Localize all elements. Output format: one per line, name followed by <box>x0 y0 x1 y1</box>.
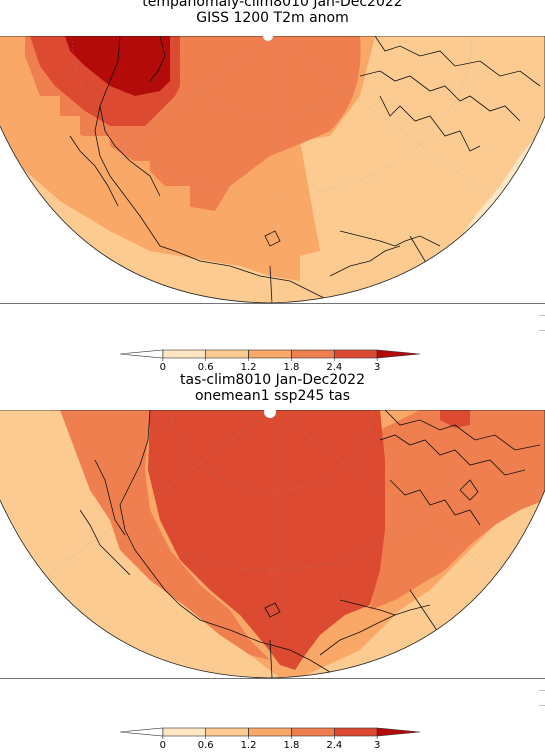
map1-panel <box>0 36 545 304</box>
map2-region-mid-east <box>370 410 545 610</box>
map2-region-mid-west <box>60 410 270 660</box>
colorbar-segment <box>162 727 207 737</box>
colorbar-segment <box>248 349 292 359</box>
colorbar-segment <box>119 349 164 359</box>
colorbar-segment <box>376 349 421 359</box>
map1-region-darkred <box>65 36 170 96</box>
colorbar-tick-label: 0 <box>160 362 166 373</box>
map2-outline <box>0 410 545 679</box>
colorbar-2: 0 0.6 1.2 1.8 2.4 3 <box>110 724 430 754</box>
colorbar-tick-label: 3 <box>374 362 380 373</box>
colorbar-segment <box>333 349 378 359</box>
frame-tick <box>539 315 545 316</box>
colorbar-segment <box>291 349 335 359</box>
map2-panel <box>0 410 545 680</box>
colorbar-tick-label: 1.8 <box>283 740 299 751</box>
colorbar-tick-label: 0.6 <box>198 362 214 373</box>
colorbar-segment <box>119 727 164 737</box>
map2-coastlines <box>79 410 541 678</box>
colorbar-tick-label: 3 <box>374 740 380 751</box>
colorbar-tick-label: 0 <box>160 740 166 751</box>
map2-svg <box>0 410 545 679</box>
frame-tick <box>539 690 545 691</box>
colorbar-1: 0 0.6 1.2 1.8 2.4 3 <box>110 346 430 376</box>
map1-gridlines <box>0 36 545 303</box>
colorbar-tick-label: 1.2 <box>241 362 257 373</box>
map2-pole-marker <box>263 410 277 419</box>
map2-region-red-patch <box>440 410 470 428</box>
frame-tick <box>539 330 545 331</box>
colorbar-segment <box>291 727 335 737</box>
map1-region-steps <box>0 96 240 266</box>
colorbar-tick-label: 1.2 <box>241 740 257 751</box>
colorbar-1-svg: 0 0.6 1.2 1.8 2.4 3 <box>119 349 421 373</box>
colorbar-segment <box>205 727 249 737</box>
colorbar-tick-label: 2.4 <box>326 362 342 373</box>
map2-region-red <box>148 410 385 670</box>
colorbar-tick-label: 1.8 <box>283 362 299 373</box>
map1-title-line1: tempanomaly-clim8010 Jan-Dec2022 <box>142 0 403 10</box>
colorbar-2-svg: 0 0.6 1.2 1.8 2.4 3 <box>119 727 421 751</box>
map1-svg <box>0 36 545 304</box>
map2-gridlines <box>0 410 545 678</box>
map1-outline <box>0 36 545 304</box>
colorbar-tick-label: 2.4 <box>326 740 342 751</box>
colorbar-segment <box>376 727 421 737</box>
map2-title-line2: onemean1 ssp245 tas <box>194 388 351 404</box>
colorbar-segment <box>333 727 378 737</box>
colorbar-segment <box>162 349 207 359</box>
colorbar-segment <box>248 727 292 737</box>
map1-title-line2: GISS 1200 T2m anom <box>196 10 349 26</box>
map1-pole-marker <box>262 36 274 42</box>
frame-tick <box>539 705 545 706</box>
colorbar-segment <box>205 349 249 359</box>
colorbar-tick-label: 0.6 <box>198 740 214 751</box>
map2-title-line1: tas-clim8010 Jan-Dec2022 <box>180 372 365 388</box>
